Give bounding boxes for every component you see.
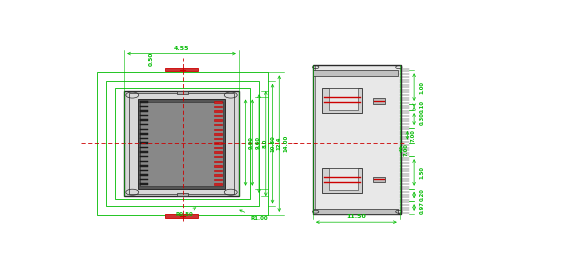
Bar (140, 183, 148, 185)
Bar (140, 138, 148, 139)
Bar (214, 115, 222, 116)
Bar (214, 179, 222, 180)
Bar (115, 88, 250, 199)
Text: 9.60: 9.60 (256, 136, 260, 149)
Text: 0.97: 0.97 (420, 201, 425, 214)
Text: 14.00: 14.00 (284, 135, 288, 152)
Text: 7.00: 7.00 (404, 143, 409, 156)
Text: 0.10: 0.10 (420, 100, 425, 113)
Bar (322, 168, 362, 193)
Bar (140, 106, 148, 107)
Text: 8.0: 8.0 (262, 139, 267, 148)
Text: 4.55: 4.55 (174, 46, 189, 51)
Bar (140, 142, 148, 144)
Bar (140, 101, 148, 103)
Bar (316, 65, 401, 213)
Bar (177, 91, 189, 94)
Bar (140, 165, 148, 167)
Text: 0.30: 0.30 (420, 113, 425, 125)
Bar (140, 179, 148, 180)
Text: 12.4: 12.4 (277, 137, 282, 150)
Bar (165, 68, 198, 71)
Bar (140, 119, 148, 121)
Bar (140, 102, 223, 186)
Bar (140, 152, 148, 153)
Bar (214, 101, 222, 103)
Bar (214, 142, 222, 144)
Text: R0.50: R0.50 (176, 208, 196, 217)
Bar (329, 168, 358, 190)
Text: 1.00: 1.00 (420, 81, 425, 94)
Bar (214, 183, 222, 185)
Bar (214, 110, 222, 112)
Bar (140, 170, 148, 171)
Bar (214, 165, 222, 167)
Bar (373, 177, 385, 183)
Bar (214, 106, 222, 107)
Text: 7.00: 7.00 (411, 129, 416, 142)
Bar (329, 88, 358, 110)
Bar (313, 209, 398, 214)
Bar (214, 170, 222, 171)
Bar (313, 65, 401, 214)
Bar (214, 160, 222, 162)
Text: 0.50: 0.50 (148, 52, 154, 66)
Bar (214, 174, 222, 176)
Bar (97, 72, 268, 215)
Bar (129, 93, 234, 194)
Text: 1.50: 1.50 (420, 166, 425, 179)
Bar (140, 156, 148, 157)
Bar (214, 133, 222, 135)
Bar (137, 99, 225, 189)
Bar (214, 138, 222, 139)
Bar (214, 156, 222, 157)
Text: 11.50: 11.50 (346, 214, 366, 220)
Bar (214, 124, 222, 125)
Bar (140, 147, 148, 148)
Bar (140, 160, 148, 162)
Bar (140, 110, 148, 112)
Text: 10.80: 10.80 (270, 135, 275, 152)
Bar (140, 124, 148, 125)
Bar (214, 119, 222, 121)
Bar (124, 91, 239, 196)
Text: 9.00: 9.00 (248, 136, 253, 149)
Bar (214, 129, 222, 130)
Bar (106, 81, 259, 206)
Text: R1.00: R1.00 (240, 210, 268, 221)
Bar (177, 193, 189, 196)
Bar (140, 174, 148, 176)
Bar (214, 147, 222, 148)
Bar (140, 115, 148, 116)
Bar (214, 152, 222, 153)
Bar (322, 88, 362, 113)
Bar (140, 129, 148, 130)
Bar (165, 214, 198, 218)
Text: 0.20: 0.20 (420, 188, 425, 201)
Bar (140, 133, 148, 135)
Bar (373, 98, 385, 104)
Bar (313, 70, 398, 76)
